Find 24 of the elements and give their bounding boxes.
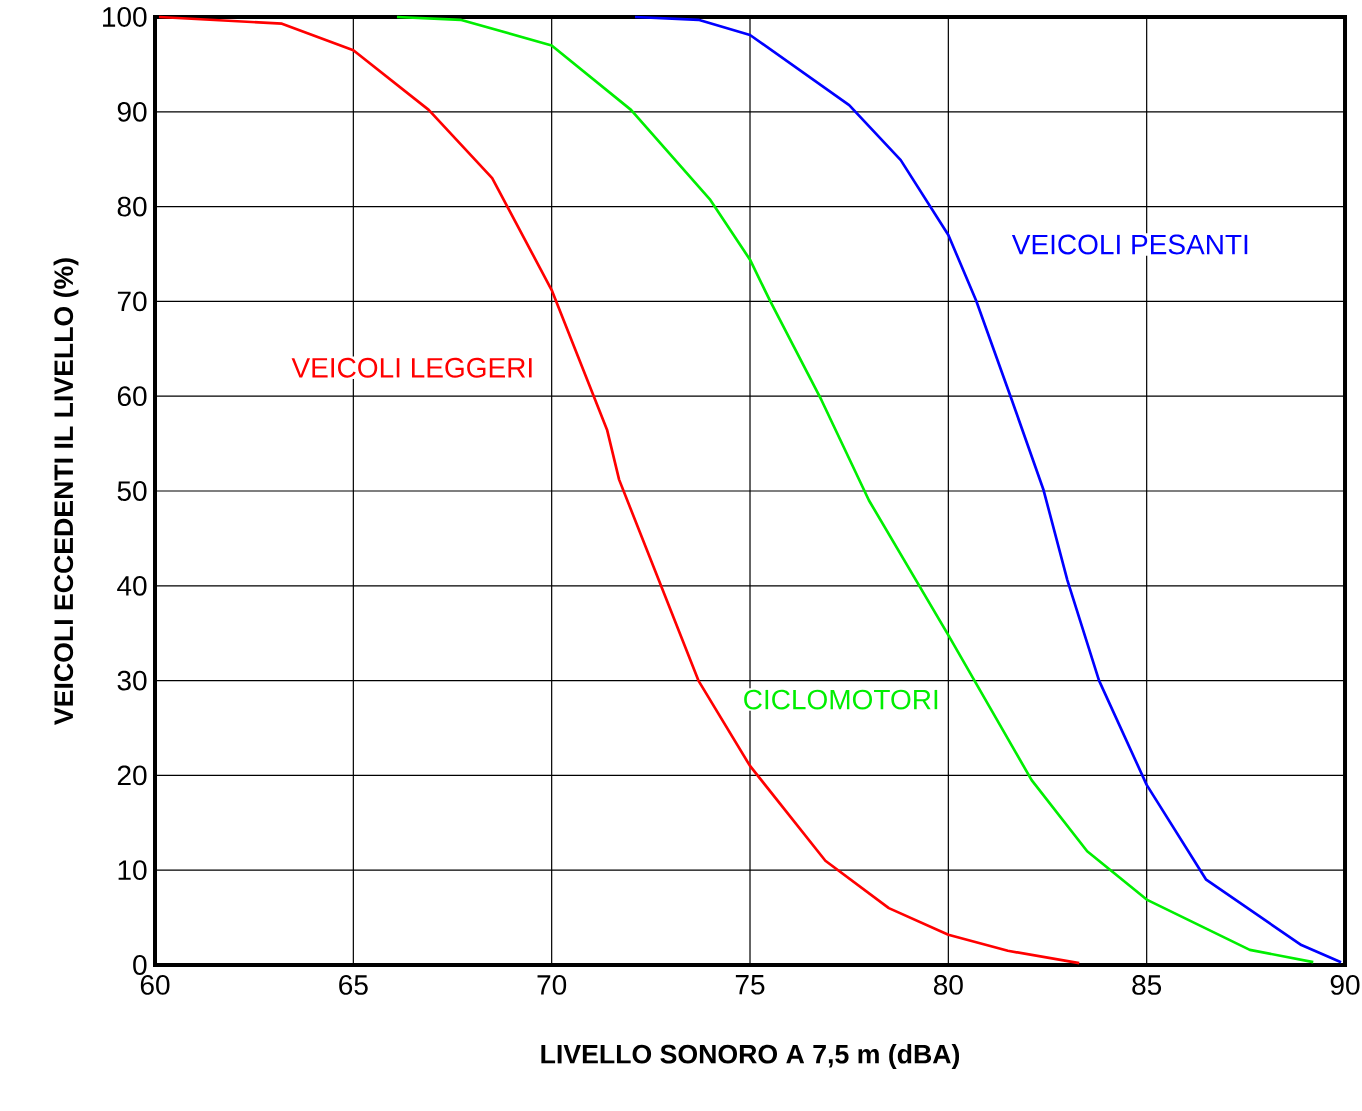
line-series bbox=[633, 15, 1343, 964]
y-tick-label: 40 bbox=[117, 575, 147, 596]
y-tick-label: 0 bbox=[133, 955, 147, 975]
y-tick-label: 100 bbox=[103, 7, 147, 27]
y-tick-label: 10 bbox=[118, 860, 147, 881]
y-tick-label: 30 bbox=[117, 670, 147, 691]
series-label: CICLOMOTORI bbox=[744, 689, 938, 710]
x-tick-label: 90 bbox=[1330, 975, 1360, 995]
x-tick-label: 80 bbox=[933, 975, 963, 995]
x-tick-label: 75 bbox=[735, 975, 765, 995]
y-tick-label: 60 bbox=[117, 386, 147, 407]
x-tick-label: 70 bbox=[537, 975, 567, 995]
x-tick-label: 65 bbox=[339, 975, 368, 995]
y-tick-label: 50 bbox=[117, 481, 147, 501]
x-tick-label: 85 bbox=[1132, 975, 1162, 995]
series-label: VEICOLI LEGGERI bbox=[291, 357, 532, 378]
y-tick-label: 20 bbox=[117, 765, 147, 786]
y-axis-title: VEICOLI ECCEDENTI IL LIVELLO (%) bbox=[53, 258, 79, 725]
y-tick-label: 90 bbox=[117, 101, 147, 122]
y-tick-label: 80 bbox=[117, 196, 147, 217]
x-tick-label: 60 bbox=[140, 975, 170, 995]
series-label: VEICOLI PESANTI bbox=[1011, 234, 1248, 255]
y-tick-label: 70 bbox=[117, 291, 147, 312]
x-axis-title: LIVELLO SONORO A 7,5 m (dBA) bbox=[541, 1044, 960, 1069]
